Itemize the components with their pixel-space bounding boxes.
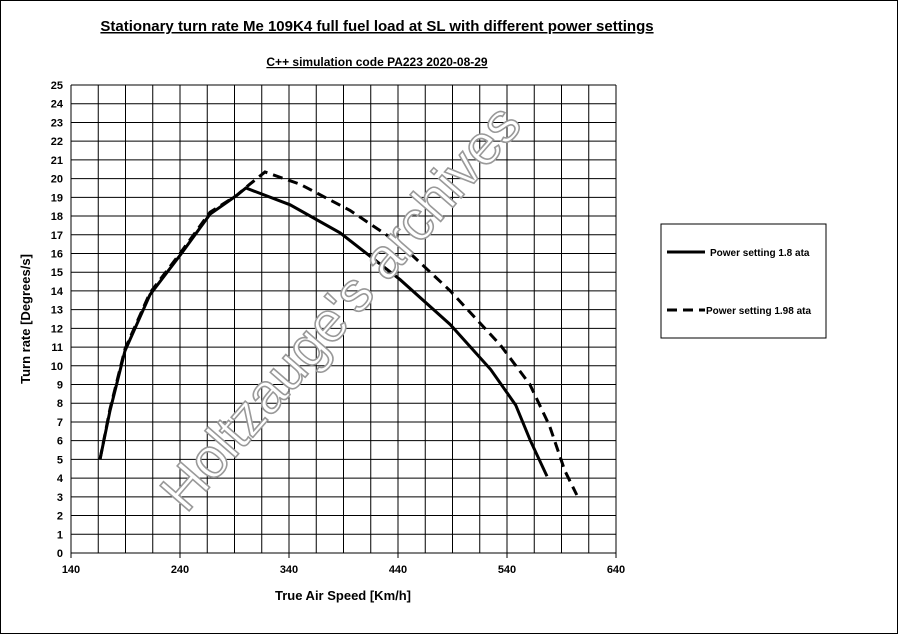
y-tick-label: 15 xyxy=(51,267,63,279)
x-tick-label: 440 xyxy=(389,564,407,576)
chart-subtitle: C++ simulation code PA223 2020-08-29 xyxy=(266,55,488,69)
y-tick-label: 14 xyxy=(51,286,64,298)
y-tick-label: 23 xyxy=(51,117,63,129)
y-tick-label: 10 xyxy=(51,361,63,373)
y-tick-label: 20 xyxy=(51,174,63,186)
legend: Power setting 1.8 ata Power setting 1.98 … xyxy=(667,248,811,317)
x-tick-label: 640 xyxy=(607,564,625,576)
series-line xyxy=(98,170,579,496)
y-tick-label: 12 xyxy=(51,323,63,335)
y-tick-label: 11 xyxy=(51,342,63,354)
y-tick-label: 5 xyxy=(57,454,63,466)
legend-label: Power setting 1.98 ata xyxy=(706,306,811,317)
y-tick-label: 19 xyxy=(51,192,63,204)
y-tick-label: 22 xyxy=(51,136,63,148)
chart-title: Stationary turn rate Me 109K4 full fuel … xyxy=(100,18,653,35)
y-tick-label: 17 xyxy=(51,230,63,242)
y-tick-label: 2 xyxy=(57,511,63,523)
y-tick-label: 21 xyxy=(51,155,63,167)
y-tick-label: 0 xyxy=(57,548,63,560)
y-tick-label: 8 xyxy=(57,398,63,410)
y-tick-label: 1 xyxy=(57,529,63,541)
x-tick-label: 540 xyxy=(498,564,516,576)
legend-label: Power setting 1.8 ata xyxy=(710,248,810,259)
y-tick-label: 25 xyxy=(51,80,63,92)
lines xyxy=(98,170,579,496)
x-axis-label: True Air Speed [Km/h] xyxy=(275,588,411,603)
legend-box xyxy=(660,223,827,339)
y-tick-label: 9 xyxy=(57,380,63,392)
y-tick-label: 18 xyxy=(51,211,63,223)
series-line xyxy=(98,186,549,477)
y-tick-label: 16 xyxy=(51,248,63,260)
grid: 0123456789101112131415161718192021222324… xyxy=(51,80,625,576)
y-tick-label: 6 xyxy=(57,436,63,448)
y-tick-label: 7 xyxy=(57,417,63,429)
y-tick-label: 3 xyxy=(57,492,63,504)
y-tick-label: 24 xyxy=(51,99,64,111)
y-tick-label: 4 xyxy=(57,473,64,485)
x-tick-label: 340 xyxy=(280,564,298,576)
x-tick-label: 140 xyxy=(62,564,80,576)
y-axis-label: Turn rate [Degrees/s] xyxy=(18,254,33,384)
y-tick-label: 13 xyxy=(51,305,63,317)
x-tick-label: 240 xyxy=(171,564,189,576)
